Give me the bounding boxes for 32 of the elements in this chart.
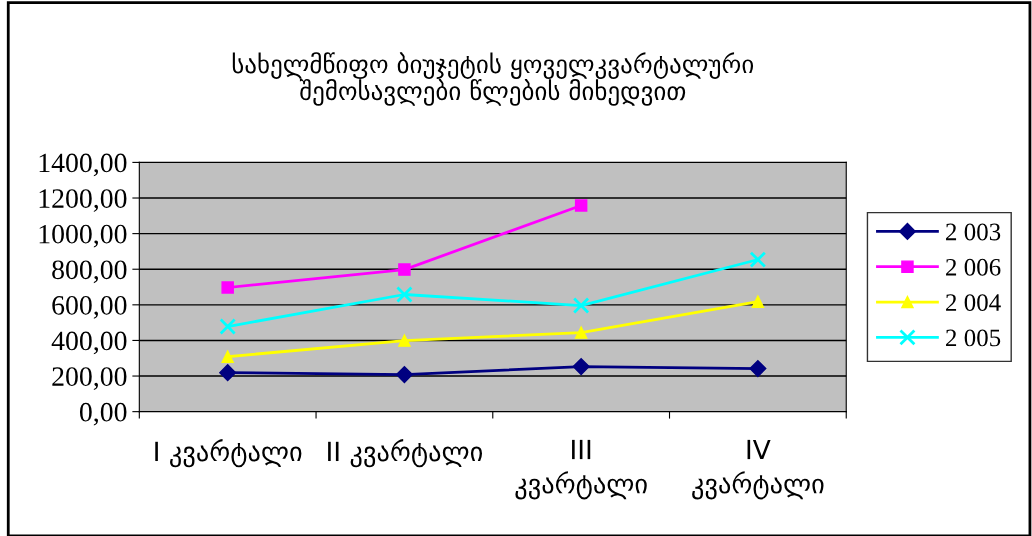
y-tick-label: 1400,00	[39, 153, 127, 177]
y-tick-label: 1200,00	[39, 189, 127, 212]
point	[749, 251, 767, 268]
legend-label: 2 006	[946, 258, 1001, 276]
y-tick-label: 800,00	[52, 260, 127, 284]
point	[751, 295, 765, 308]
point	[221, 281, 234, 294]
y-tick-label: 0,00	[79, 402, 127, 426]
point	[396, 286, 413, 303]
point	[749, 360, 767, 378]
legend-label: 2 005	[946, 329, 1001, 347]
y-tick-label: 600,00	[52, 296, 127, 319]
point	[219, 318, 237, 335]
legend-label: 2 003	[946, 223, 1001, 241]
point	[398, 263, 411, 276]
point	[395, 366, 413, 384]
legend-label: 2 004	[946, 294, 1001, 312]
point	[572, 358, 590, 376]
y-tick-label: 400,00	[51, 331, 127, 355]
chart-title: სახელმწიფო ბიუჯეტის ყოველკვარტალური შემოსავლები წლების მიხედვით	[232, 52, 754, 106]
y-tick-label: 200,00	[52, 367, 127, 390]
x-tick-label: I კვარტალი	[155, 439, 302, 468]
y-tick-label: 1000,00	[39, 224, 127, 248]
point	[398, 334, 411, 347]
point	[574, 199, 588, 212]
x-tick-label: IV კვარტალი	[692, 439, 824, 500]
point	[221, 350, 234, 363]
point	[219, 364, 237, 382]
point	[574, 326, 588, 339]
point	[572, 297, 590, 314]
x-tick-label: II კვარტალი	[328, 439, 482, 468]
x-tick-label: III კვარტალი	[515, 439, 647, 500]
